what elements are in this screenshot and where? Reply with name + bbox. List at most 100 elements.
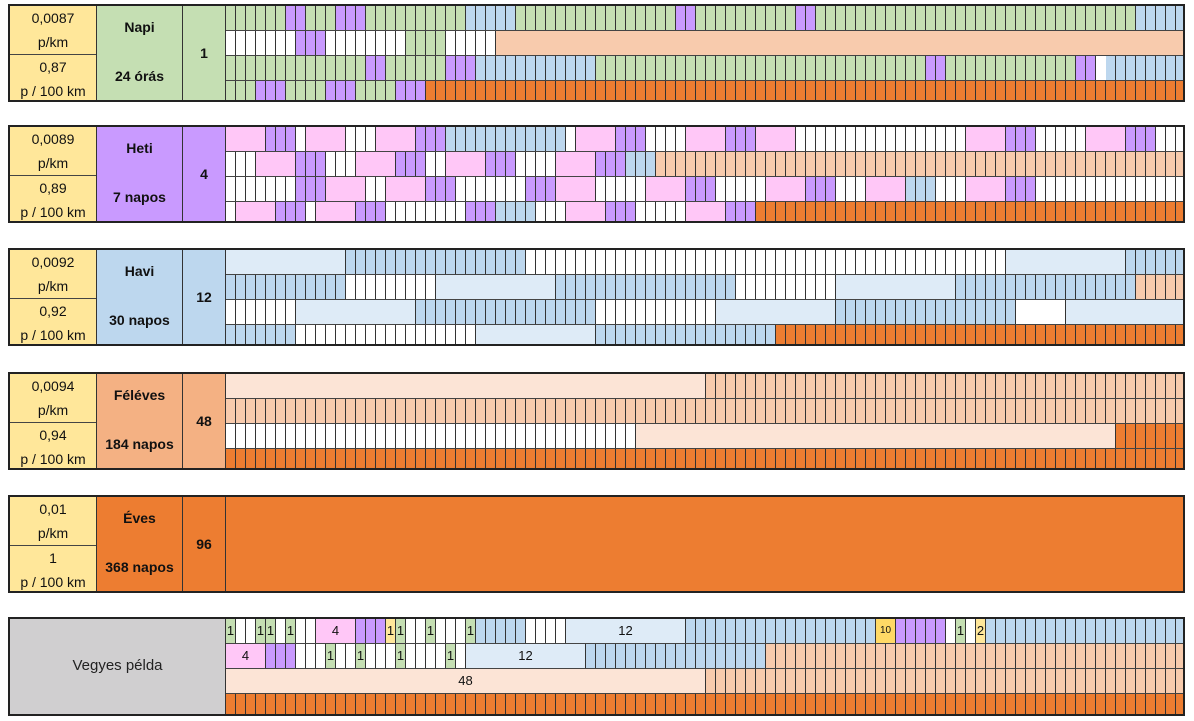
timeline-row [226, 424, 1183, 448]
ticket-duration: 184 napos [105, 436, 174, 452]
week-cells [296, 31, 326, 55]
day-ticket: 1 [466, 619, 476, 643]
timeline-grid [226, 497, 1183, 591]
week-cells [296, 152, 326, 176]
ticket-count: 1 [183, 6, 226, 100]
day-ticket: 1 [266, 619, 276, 643]
ticket-duration: 24 órás [114, 68, 165, 84]
day-ticket: 1 [286, 619, 296, 643]
week-cells [486, 152, 516, 176]
month-cells [226, 325, 296, 344]
timeline-row [226, 275, 1183, 299]
week-block [646, 177, 686, 201]
ticket-duration: 7 napos [113, 189, 166, 205]
week-cells [676, 6, 696, 30]
day-cells [596, 300, 716, 324]
week-block [756, 127, 796, 151]
week-block [686, 127, 726, 151]
ticket-count: 48 [183, 374, 226, 468]
week-cells [1126, 127, 1156, 151]
week-block [966, 127, 1006, 151]
year-cells [776, 325, 1183, 344]
price-per-km: 0,0094 [31, 378, 75, 394]
timeline-row [226, 31, 1183, 55]
week-block [576, 127, 616, 151]
day-cells [526, 250, 1006, 274]
ticket-count: 4 [183, 127, 226, 221]
unit-per-km: p/km [37, 278, 69, 294]
day-ticket: 1 [226, 619, 236, 643]
ticket-duration: 368 napos [105, 559, 174, 575]
month-block [436, 275, 556, 299]
week-cells [606, 202, 636, 221]
half-year-cells [656, 152, 1183, 176]
ticket-duration: 30 napos [109, 312, 170, 328]
timeline-row [226, 325, 1183, 344]
week-block [236, 202, 276, 221]
day-ticket: 1 [956, 619, 966, 643]
month-cells [626, 152, 656, 176]
unit-per-100km: p / 100 km [20, 204, 86, 220]
timeline-row [226, 177, 1183, 201]
timeline-row [226, 127, 1183, 151]
month-block [1066, 300, 1183, 324]
month-cells [836, 300, 1016, 324]
half-year-block [636, 424, 1116, 448]
half-year-block [496, 31, 1183, 55]
month-cells [906, 177, 936, 201]
month-cells [446, 127, 566, 151]
ticket-count: 12 [183, 250, 226, 344]
block-heti: 0,0089 p/km 0,89 p / 100 km Heti 7 napos… [8, 125, 1185, 223]
month-cells [346, 250, 526, 274]
half-year-block [226, 374, 706, 398]
ticket-name: Napi 24 órás [97, 6, 183, 100]
ticket-title: Heti [126, 140, 153, 156]
week-cells [726, 202, 756, 221]
half-year-cells [706, 374, 1183, 398]
timeline-row [226, 374, 1183, 398]
day-ticket: 1 [396, 644, 406, 668]
timeline-row: 1 1 1 1 4 1 1 1 1 12 10 1 2 [226, 619, 1183, 643]
block-havi: 0,0092 p/km 0,92 p / 100 km Havi 30 napo… [8, 248, 1185, 346]
week-ticket: 4 [226, 644, 266, 668]
block-napi: 0,0087 p/km 0,87 p / 100 km Napi 24 órás… [8, 4, 1185, 102]
week-cells [296, 177, 326, 201]
half-year-cells [706, 669, 1183, 693]
week-cells [286, 6, 306, 30]
unit-per-100km: p / 100 km [20, 83, 86, 99]
price-per-100km: 0,87 [10, 54, 96, 79]
mixed-example-label: Vegyes példa [10, 619, 226, 714]
price-per-100km: 0,92 [10, 298, 96, 323]
month-cells [476, 619, 526, 643]
timeline-row [226, 202, 1183, 221]
week-cells [896, 619, 946, 643]
day-ticket: 1 [326, 644, 336, 668]
timeline-grid [226, 127, 1183, 221]
week-cells [336, 6, 366, 30]
day-cells [736, 275, 836, 299]
unit-per-km: p/km [37, 34, 69, 50]
month-cells [416, 300, 596, 324]
month-block [226, 250, 346, 274]
timeline-row [226, 81, 1183, 100]
week-cells [326, 81, 356, 100]
year-cells [226, 449, 1183, 468]
week-cells [356, 202, 386, 221]
timeline-grid [226, 250, 1183, 344]
week-ticket: 4 [316, 619, 356, 643]
week-cells [596, 152, 626, 176]
week-cells [526, 177, 556, 201]
week-cells [1006, 177, 1036, 201]
week-cells [356, 619, 386, 643]
week-cells [416, 127, 446, 151]
price-column: 0,0089 p/km 0,89 p / 100 km [10, 127, 97, 221]
week-block [966, 177, 1006, 201]
timeline-grid: 1 1 1 1 4 1 1 1 1 12 10 1 2 4 1 1 1 [226, 619, 1183, 714]
month-cells [466, 6, 516, 30]
year-cells [426, 81, 1183, 100]
day-ticket: 1 [356, 644, 366, 668]
day-ticket: 1 [446, 644, 456, 668]
week-cells [396, 81, 426, 100]
price-column: 0,0092 p/km 0,92 p / 100 km [10, 250, 97, 344]
price-per-100km: 0,94 [10, 422, 96, 447]
